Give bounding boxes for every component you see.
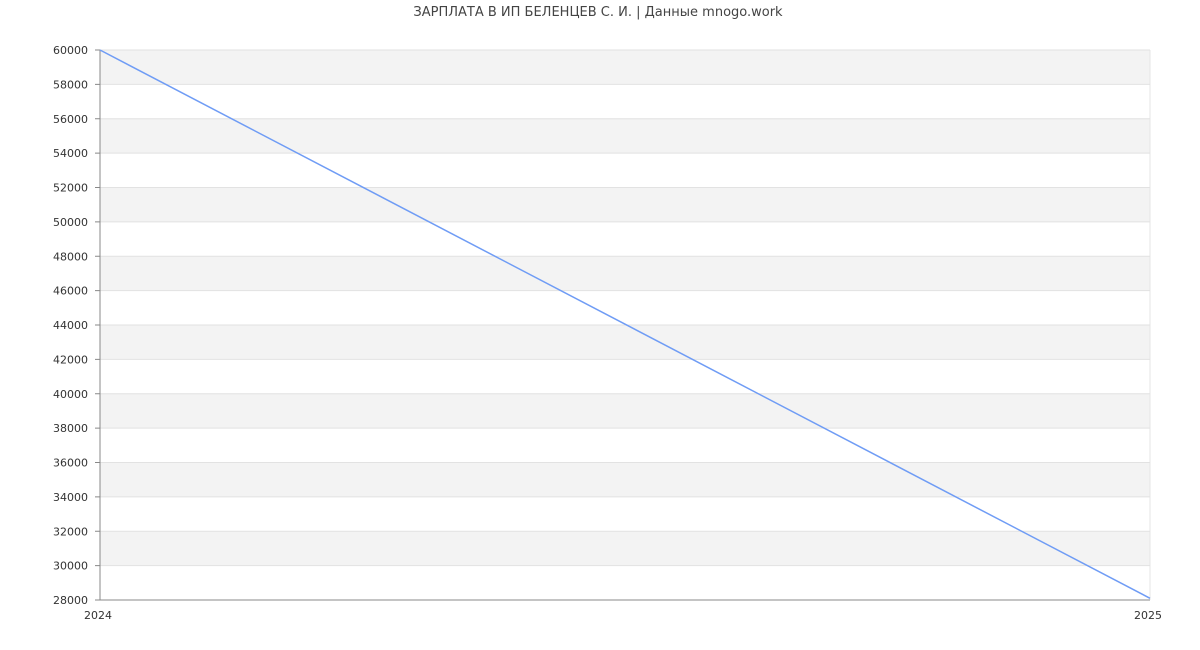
grid-band [100, 118, 1150, 154]
y-tick-label: 58000 [53, 78, 88, 91]
grid-band [100, 290, 1150, 325]
grid-band [100, 531, 1150, 566]
grid-band [100, 462, 1150, 497]
grid-band [100, 496, 1150, 532]
y-tick-label: 44000 [53, 319, 88, 332]
x-tick-label: 2025 [1134, 609, 1162, 622]
y-tick-label: 50000 [53, 216, 88, 229]
y-tick-label: 54000 [53, 147, 88, 160]
y-tick-label: 42000 [53, 353, 88, 366]
grid-band [100, 256, 1150, 291]
y-tick-label: 40000 [53, 388, 88, 401]
y-tick-label: 34000 [53, 491, 88, 504]
y-tick-label: 30000 [53, 560, 88, 573]
grid-band [100, 565, 1150, 600]
y-tick-label: 60000 [53, 44, 88, 57]
x-tick-label: 2024 [84, 609, 112, 622]
y-tick-label: 56000 [53, 113, 88, 126]
y-tick-label: 46000 [53, 285, 88, 298]
y-tick-label: 38000 [53, 422, 88, 435]
grid-band [100, 325, 1150, 360]
grid-band [100, 221, 1150, 257]
grid-band [100, 153, 1150, 188]
series-line [99, 49, 1151, 599]
y-tick-label: 28000 [53, 594, 88, 607]
y-tick-label: 32000 [53, 525, 88, 538]
y-tick-label: 52000 [53, 182, 88, 195]
y-tick-label: 36000 [53, 457, 88, 470]
grid-band [100, 428, 1150, 463]
grid-band [100, 187, 1150, 222]
y-tick-label: 48000 [53, 250, 88, 263]
grid-band [100, 393, 1150, 429]
grid-band [100, 50, 1150, 85]
grid-band [100, 359, 1150, 394]
grid-band [100, 84, 1150, 119]
chart-title: ЗАРПЛАТА В ИП БЕЛЕНЦЕВ С. И. | Данные mn… [413, 5, 783, 20]
